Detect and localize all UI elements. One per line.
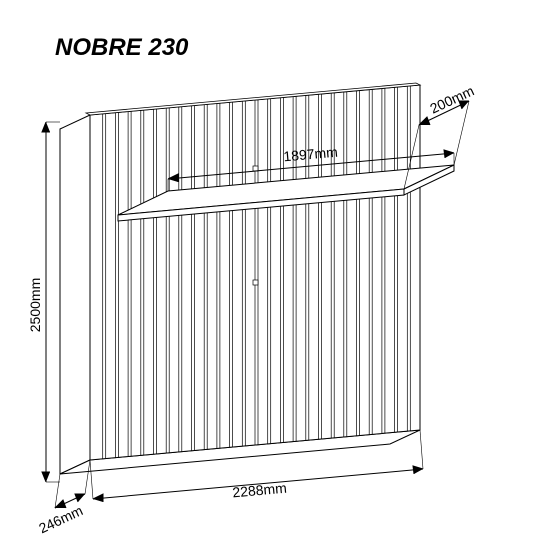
technical-drawing: NOBRE 230 [0, 0, 550, 550]
shelf-depth-label: 200mm [427, 82, 476, 116]
mount-mark-icon [253, 280, 258, 285]
panel-body [60, 83, 454, 474]
width-label: 2288mm [232, 480, 288, 501]
height-label: 2500mm [27, 278, 43, 332]
product-title: NOBRE 230 [55, 34, 189, 61]
mount-mark-icon [253, 166, 258, 171]
